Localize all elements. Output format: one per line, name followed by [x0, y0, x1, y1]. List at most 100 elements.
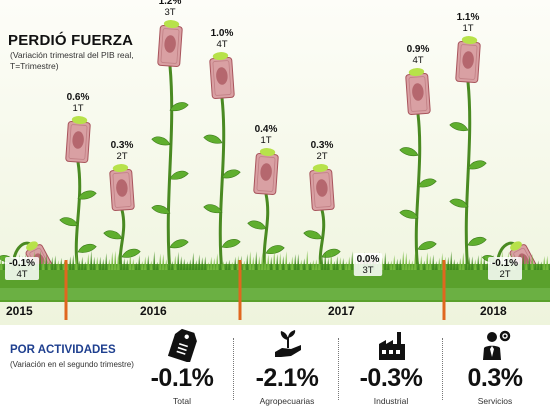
sector-label: Servicios [477, 396, 513, 406]
grass-blade [450, 251, 453, 270]
sector-label: Total [173, 396, 191, 406]
sector-value: 0.3% [467, 364, 523, 392]
grass-blade [399, 258, 402, 270]
bar-flower-2 [103, 164, 141, 274]
grass-blade [174, 255, 177, 270]
grass-blade [294, 254, 297, 270]
chart-subtitle: (Variación trimestral del PIB real, T=Tr… [10, 50, 134, 71]
grass-blade [201, 257, 204, 270]
year-label-2016: 2016 [140, 304, 167, 318]
label-backdrop [488, 257, 522, 280]
banknote-border [212, 60, 232, 96]
grass-blade [429, 255, 432, 270]
sector-value: -0.3% [359, 364, 423, 392]
year-label-2018: 2018 [480, 304, 507, 318]
divider [338, 338, 339, 400]
banknote-portrait [216, 67, 228, 85]
leaf [303, 230, 323, 240]
ground-layer [0, 250, 550, 320]
tick-label: 4T [412, 55, 423, 66]
grass-blade [306, 250, 309, 270]
grass-blade [420, 255, 423, 270]
grass-blade [198, 254, 201, 270]
year-label-2015: 2015 [6, 304, 33, 318]
grass-blade [312, 259, 315, 270]
grass-blade [99, 256, 102, 270]
sector-agropecuarias: -2.1% Agropecuarias [235, 326, 339, 412]
banknote-border [458, 44, 478, 80]
grass-blade [384, 252, 387, 270]
banknote-portrait [412, 83, 424, 101]
grass-blade [456, 261, 459, 270]
sector-total: -0.1% Total [130, 326, 234, 412]
banknote-border [312, 172, 332, 208]
flower-stem [464, 80, 472, 274]
leaf [121, 248, 141, 258]
grass-blade [78, 260, 81, 270]
grass-blade [327, 257, 330, 270]
flower-center [510, 241, 522, 251]
grass-blade [285, 251, 288, 270]
grass-blade [417, 257, 420, 270]
grass-blade [318, 258, 321, 270]
grass-blade [42, 256, 45, 270]
grass-blade [480, 254, 483, 270]
grass-blade [207, 261, 210, 270]
flower-center [163, 20, 180, 29]
data-label: 0.3% [111, 140, 134, 151]
banknote-flower [405, 68, 431, 116]
grass-blade [267, 254, 270, 270]
grass-blade [333, 260, 336, 270]
leaf [417, 241, 437, 251]
grass-blade [336, 256, 339, 270]
data-label: 0.4% [255, 124, 278, 135]
leaf [467, 160, 487, 170]
bar-flower-5 [247, 148, 285, 274]
year-divider [238, 260, 242, 320]
bar-flower-4 [203, 52, 241, 274]
leaf [467, 236, 487, 246]
grass-blade [393, 254, 396, 270]
grass-blade [189, 259, 192, 270]
grass-blade [435, 260, 438, 270]
grass-blade [258, 256, 261, 270]
grass-blade [309, 261, 312, 270]
grass-blade [171, 261, 174, 270]
data-label: 0.6% [67, 92, 90, 103]
grass-blade [423, 260, 426, 270]
grass-blade [543, 256, 546, 270]
leaf [151, 205, 171, 214]
sector-value: -0.1% [150, 364, 214, 392]
grass-blade [225, 261, 228, 270]
tick-label: 1T [72, 103, 83, 114]
price-tag-icon [168, 328, 197, 362]
banknote-portrait [316, 179, 328, 197]
grass-blade [408, 258, 411, 270]
leaf [203, 134, 223, 144]
banknote-portrait [72, 131, 84, 149]
data-label: 0.3% [311, 140, 334, 151]
flower-stem [166, 64, 174, 274]
ground-strip [0, 288, 550, 300]
flower-stem [218, 96, 226, 274]
banknote-portrait [462, 51, 474, 69]
grass-blade [426, 252, 429, 270]
grass-blade [348, 256, 351, 270]
grass-blade [162, 254, 165, 270]
grass-blade [288, 261, 291, 270]
grass-blade [180, 256, 183, 270]
grass-blade [69, 256, 72, 270]
tick-label: 2T [499, 269, 510, 280]
factory-icon [379, 332, 405, 360]
grass-blade [204, 256, 207, 270]
grass-blade [123, 258, 126, 270]
grass-blade [138, 254, 141, 270]
activities-title: POR ACTIVIDADES [10, 344, 116, 356]
banknote-portrait [260, 163, 272, 181]
grass-blade [93, 256, 96, 270]
sector-servicios: 0.3% Servicios [443, 326, 547, 412]
grass-blade [222, 261, 225, 270]
grass-blade [252, 256, 255, 270]
banknote-border [408, 76, 428, 112]
